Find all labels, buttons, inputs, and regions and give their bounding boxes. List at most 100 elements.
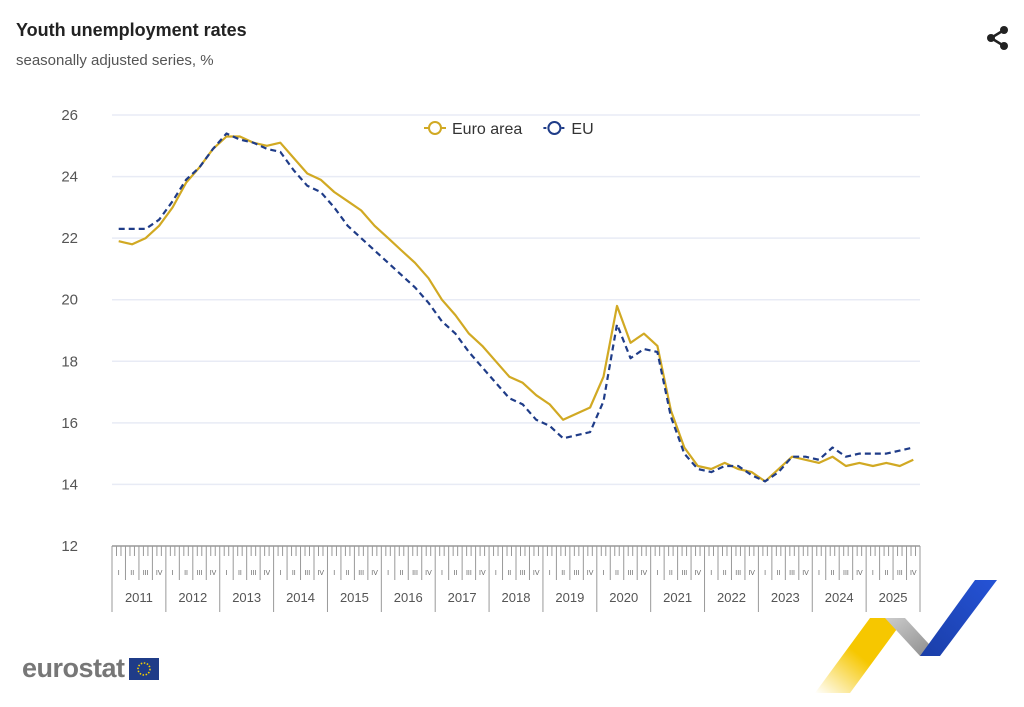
quarter-label: III (574, 570, 580, 577)
quarter-label: IV (910, 570, 917, 577)
quarter-label: III (358, 570, 364, 577)
legend-label: EU (571, 121, 593, 138)
quarter-label: III (681, 570, 687, 577)
quarter-label: IV (694, 570, 701, 577)
chart-subtitle: seasonally adjusted series, % (16, 52, 214, 69)
quarter-label: II (400, 570, 404, 577)
quarter-label: II (130, 570, 134, 577)
decorative-chevrons (815, 580, 997, 693)
quarter-label: IV (371, 570, 378, 577)
quarter-label: IV (210, 570, 217, 577)
quarter-label: IV (317, 570, 324, 577)
year-label: 2024 (825, 590, 854, 605)
y-tick-label: 26 (61, 107, 78, 124)
quarter-label: I (710, 570, 712, 577)
quarter-label: I (549, 570, 551, 577)
quarter-label: I (333, 570, 335, 577)
quarter-label: III (843, 570, 849, 577)
quarter-label: IV (802, 570, 809, 577)
quarter-label: II (723, 570, 727, 577)
quarter-label: II (831, 570, 835, 577)
quarter-label: II (453, 570, 457, 577)
quarter-label: I (172, 570, 174, 577)
year-label: 2022 (717, 590, 746, 605)
y-tick-label: 20 (61, 292, 78, 309)
y-tick-label: 16 (61, 415, 78, 432)
quarter-label: IV (748, 570, 755, 577)
legend-marker-icon (547, 121, 562, 135)
quarter-label: II (346, 570, 350, 577)
quarter-label: III (628, 570, 634, 577)
quarter-label: II (238, 570, 242, 577)
quarter-label: IV (533, 570, 540, 577)
quarter-label: III (520, 570, 526, 577)
quarter-label: III (735, 570, 741, 577)
quarter-label: I (818, 570, 820, 577)
year-label: 2013 (232, 590, 261, 605)
quarter-label: III (250, 570, 256, 577)
quarter-label: I (441, 570, 443, 577)
quarter-label: I (387, 570, 389, 577)
year-label: 2023 (771, 590, 800, 605)
quarter-label: IV (479, 570, 486, 577)
quarter-label: II (884, 570, 888, 577)
quarter-label: II (292, 570, 296, 577)
year-label: 2021 (663, 590, 692, 605)
quarter-label: III (466, 570, 472, 577)
quarter-label: III (412, 570, 418, 577)
quarter-label: IV (156, 570, 163, 577)
quarter-label: II (561, 570, 565, 577)
legend-marker-icon (428, 121, 442, 135)
quarter-label: III (897, 570, 903, 577)
y-tick-label: 14 (61, 476, 78, 493)
quarter-label: I (279, 570, 281, 577)
chart-title: Youth unemployment rates (16, 20, 247, 40)
quarter-label: IV (641, 570, 648, 577)
year-label: 2012 (178, 590, 207, 605)
y-tick-label: 18 (61, 353, 78, 370)
y-tick-label: 22 (61, 230, 78, 247)
quarter-label: III (789, 570, 795, 577)
quarter-label: I (225, 570, 227, 577)
quarter-label: IV (856, 570, 863, 577)
quarter-label: IV (587, 570, 594, 577)
eu-flag-icon (128, 657, 159, 680)
quarter-label: II (184, 570, 188, 577)
quarter-label: I (764, 570, 766, 577)
year-label: 2017 (448, 590, 477, 605)
quarter-label: III (304, 570, 310, 577)
series-eu (118, 132, 914, 483)
quarter-label: II (615, 570, 619, 577)
quarter-label: III (197, 570, 203, 577)
legend-label: Euro area (452, 121, 522, 138)
quarter-label: IV (264, 570, 271, 577)
series-euro-area (118, 135, 914, 483)
quarter-label: II (777, 570, 781, 577)
year-label: 2019 (555, 590, 584, 605)
year-label: 2015 (340, 590, 369, 605)
quarter-label: I (495, 570, 497, 577)
y-tick-label: 12 (61, 538, 78, 555)
series-line (118, 132, 914, 483)
quarter-label: II (507, 570, 511, 577)
quarter-label: I (872, 570, 874, 577)
quarter-label: I (656, 570, 658, 577)
year-label: 2016 (394, 590, 423, 605)
legend-item[interactable]: EU (543, 121, 594, 138)
quarter-label: III (143, 570, 149, 577)
year-label: 2014 (286, 590, 315, 605)
share-icon[interactable] (984, 24, 1012, 52)
year-label: 2018 (502, 590, 531, 605)
year-label: 2025 (879, 590, 908, 605)
legend-item[interactable]: Euro area (424, 121, 522, 138)
year-label: 2011 (125, 590, 153, 605)
eurostat-logo: eurostat (22, 653, 159, 684)
quarter-label: I (603, 570, 605, 577)
year-label: 2020 (609, 590, 638, 605)
y-tick-label: 24 (61, 169, 78, 186)
quarter-label: IV (425, 570, 432, 577)
logo-text: eurostat (22, 653, 125, 683)
series-line (118, 135, 914, 483)
quarter-label: I (118, 570, 120, 577)
